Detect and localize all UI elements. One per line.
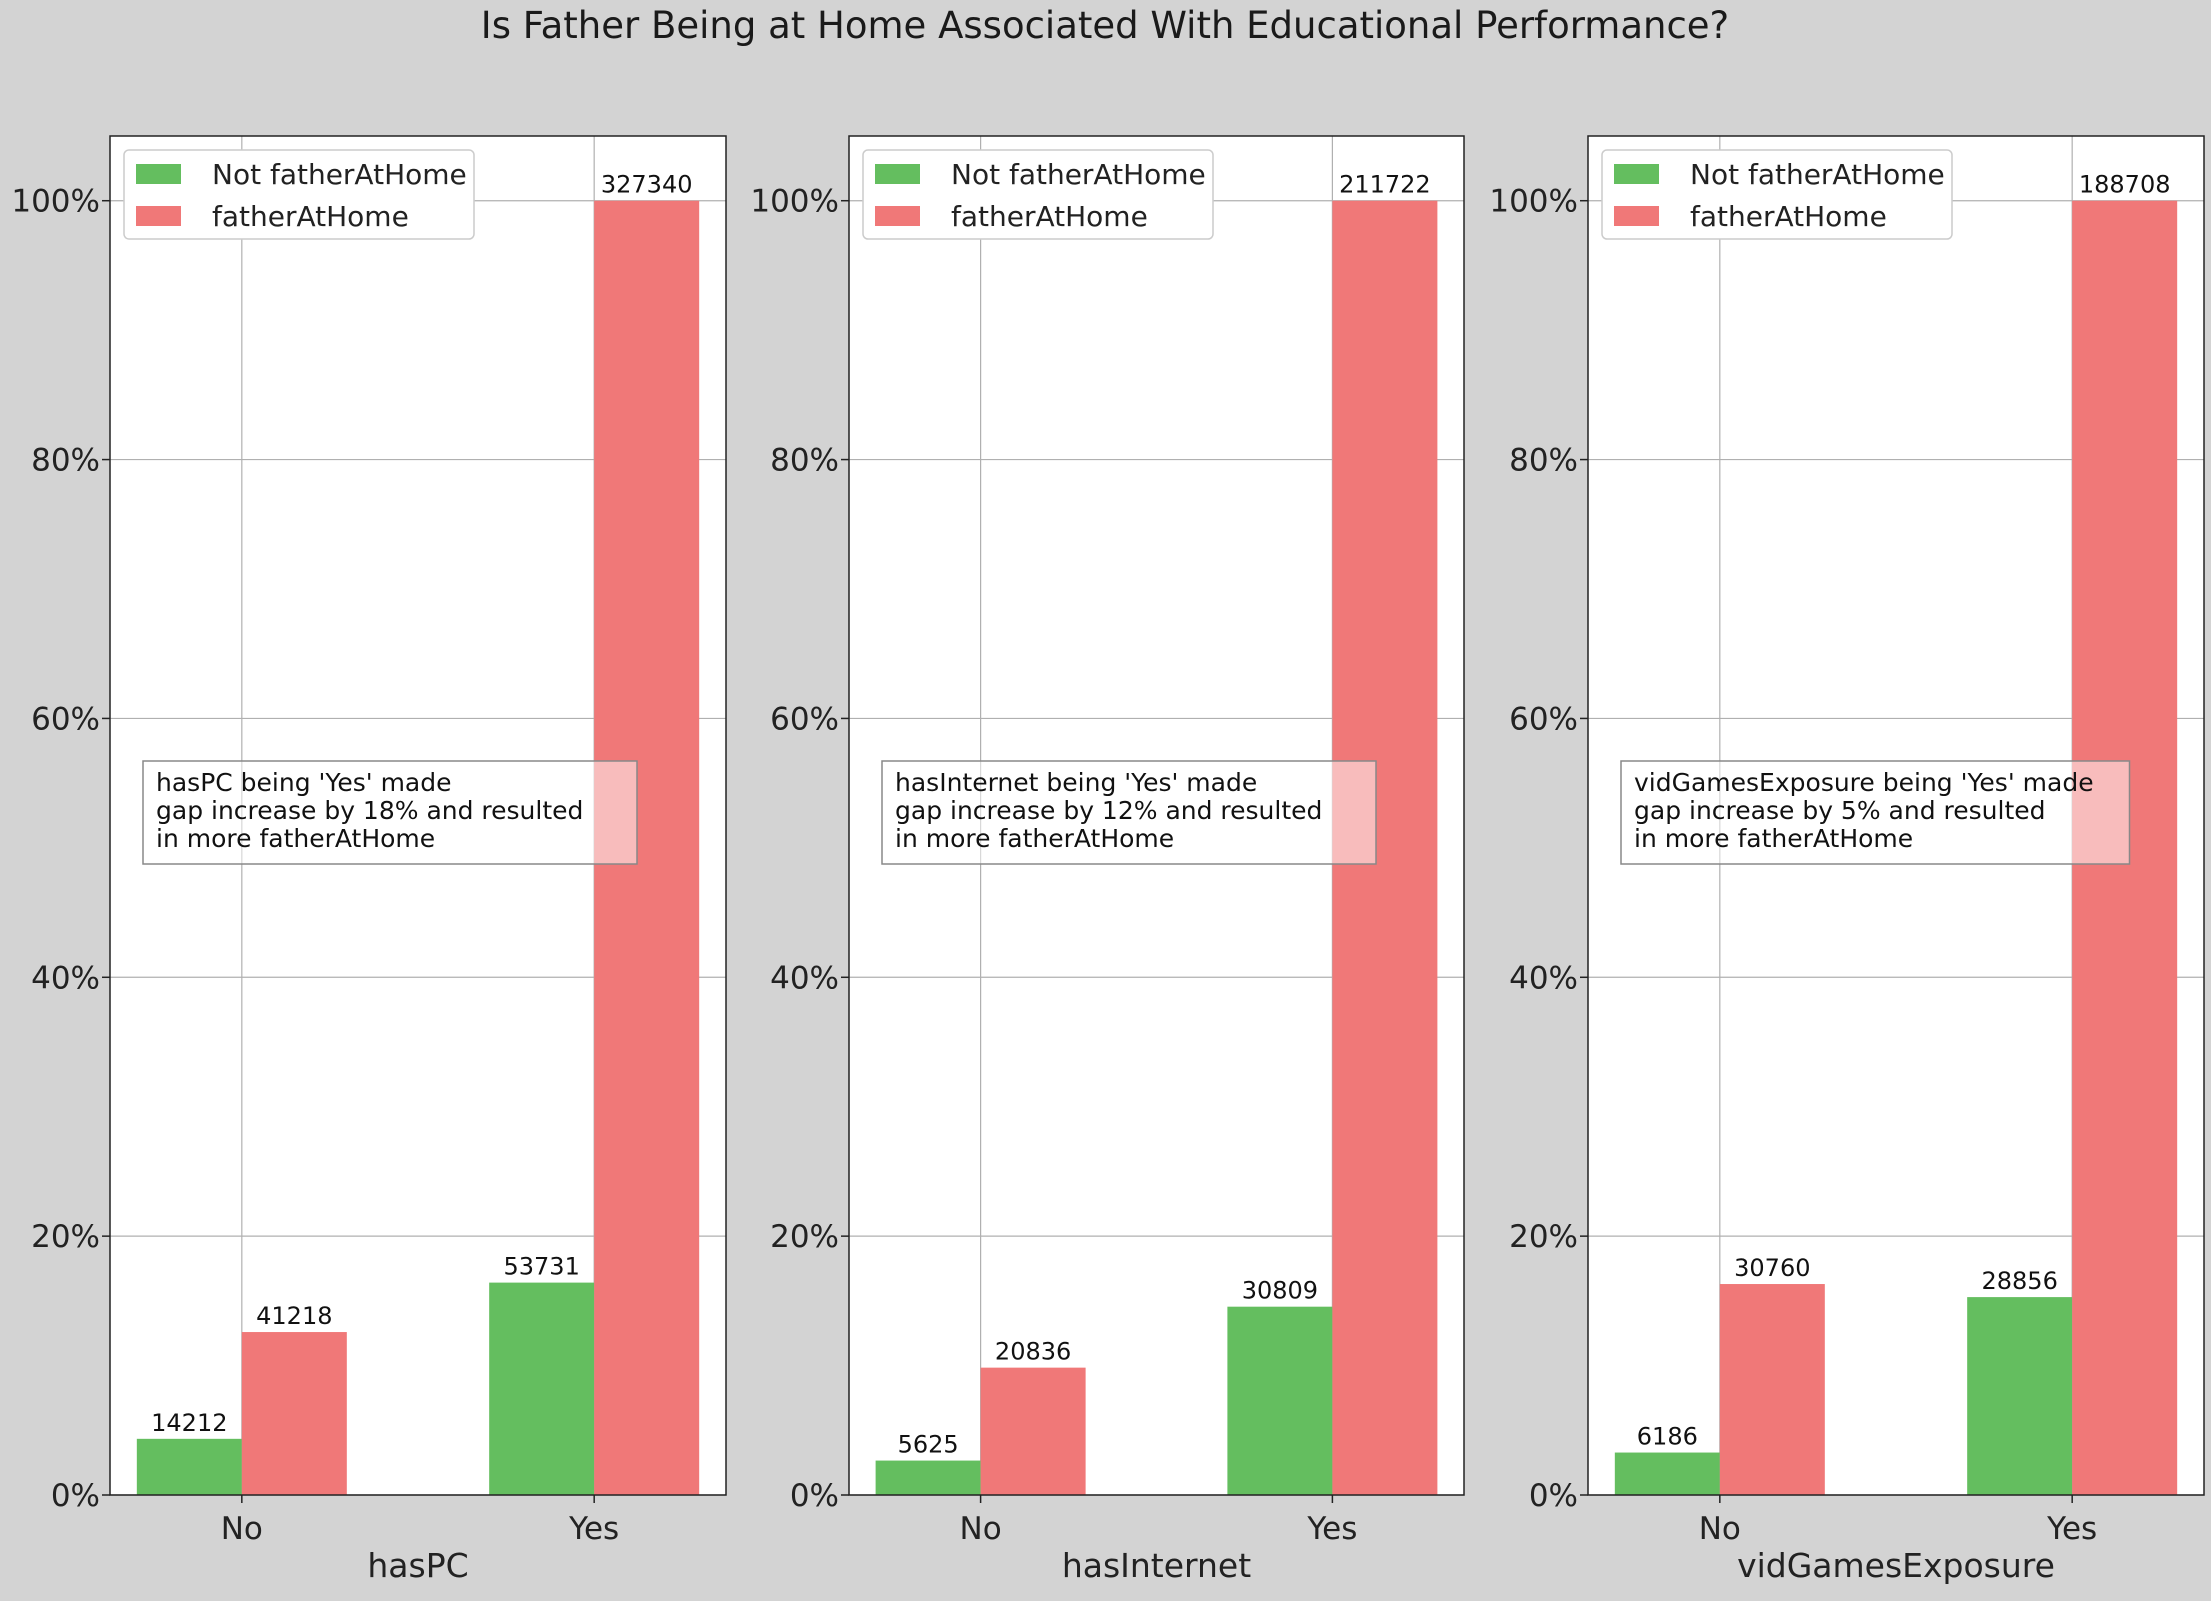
- bar-father-no: [1719, 1284, 1825, 1495]
- bar-not-father-yes: [1227, 1306, 1333, 1495]
- annotation-box: [142, 760, 638, 865]
- legend-label: Not fatherAtHome: [212, 158, 467, 191]
- bar-not-father-no: [875, 1460, 981, 1495]
- panel-3: 6186 28856 30760 188708 0% 20% 40% 60% 80% 100% No…: [1489, 135, 2205, 1585]
- legend-swatch-not-father: [1614, 164, 1659, 184]
- annotation-line: hasPC being 'Yes' made: [156, 768, 452, 797]
- bar-not-father-no: [1614, 1452, 1720, 1495]
- x-axis-label: hasInternet: [1062, 1546, 1251, 1585]
- legend-box: [1601, 149, 1953, 240]
- annotation-line: in more fatherAtHome: [156, 824, 435, 853]
- x-tick-label: No: [221, 1511, 263, 1547]
- bar-father-no: [980, 1367, 1086, 1495]
- legend-box: [862, 149, 1214, 240]
- annotation-line: gap increase by 12% and resulted: [895, 796, 1322, 825]
- y-tick-label: 20%: [770, 1219, 839, 1255]
- legend-label: fatherAtHome: [212, 200, 409, 233]
- annotation-box: [881, 760, 1377, 865]
- legend: Not fatherAtHome fatherAtHome: [862, 149, 1214, 240]
- legend-swatch-not-father: [136, 164, 181, 184]
- legend-swatch-father: [1614, 206, 1659, 226]
- annotation-line: gap increase by 5% and resulted: [1634, 796, 2046, 825]
- y-tick-label: 60%: [1509, 701, 1578, 737]
- bar-value-label: 6186: [1637, 1423, 1698, 1451]
- legend-label: Not fatherAtHome: [1690, 158, 1945, 191]
- y-tick-label: 40%: [1509, 960, 1578, 996]
- legend-swatch-father: [136, 206, 181, 226]
- legend: Not fatherAtHome fatherAtHome: [123, 149, 475, 240]
- annotation-line: vidGamesExposure being 'Yes' made: [1634, 768, 2094, 797]
- legend-swatch-not-father: [875, 164, 920, 184]
- annotation-line: gap increase by 18% and resulted: [156, 796, 583, 825]
- x-axis-label: hasPC: [367, 1546, 468, 1585]
- bar-value-label: 53731: [503, 1253, 579, 1281]
- annotation-line: in more fatherAtHome: [895, 824, 1174, 853]
- bar-father-no: [241, 1332, 347, 1495]
- y-tick-label: 40%: [31, 960, 100, 996]
- bar-not-father-yes: [489, 1282, 595, 1495]
- legend-box: [123, 149, 475, 240]
- bar-not-father-no: [136, 1438, 242, 1495]
- y-tick-label: 0%: [790, 1478, 839, 1514]
- axes-frame: [1587, 135, 2205, 1496]
- y-tick-label: 80%: [770, 443, 839, 479]
- x-tick-label: No: [960, 1511, 1002, 1547]
- y-tick-label: 80%: [1509, 443, 1578, 479]
- bar-value-label: 30809: [1242, 1277, 1318, 1305]
- figure-title: Is Father Being at Home Associated With …: [481, 4, 1729, 47]
- annotation-line: in more fatherAtHome: [1634, 824, 1913, 853]
- y-tick-label: 60%: [31, 701, 100, 737]
- axes-frame: [848, 135, 1465, 1496]
- x-tick-label: Yes: [1306, 1511, 1357, 1547]
- bar-value-label: 211722: [1339, 171, 1431, 199]
- y-tick-label: 60%: [770, 701, 839, 737]
- y-tick-label: 0%: [1529, 1478, 1578, 1514]
- x-tick-label: Yes: [2046, 1511, 2097, 1547]
- bar-value-label: 41218: [256, 1302, 332, 1330]
- legend-label: fatherAtHome: [1690, 200, 1887, 233]
- bar-not-father-yes: [1967, 1297, 2073, 1495]
- bar-value-label: 30760: [1734, 1254, 1810, 1282]
- x-tick-label: No: [1699, 1511, 1741, 1547]
- legend: Not fatherAtHome fatherAtHome: [1601, 149, 1953, 240]
- y-tick-label: 80%: [31, 443, 100, 479]
- bar-value-label: 28856: [1981, 1267, 2057, 1295]
- bar-value-label: 188708: [2079, 171, 2171, 199]
- x-axis-label: vidGamesExposure: [1737, 1546, 2055, 1585]
- bar-value-label: 20836: [995, 1338, 1071, 1366]
- axes-frame: [109, 135, 727, 1496]
- y-tick-label: 20%: [1509, 1219, 1578, 1255]
- y-tick-label: 100%: [11, 184, 100, 220]
- y-tick-label: 40%: [770, 960, 839, 996]
- annotation-box: [1620, 760, 2131, 865]
- legend-swatch-father: [875, 206, 920, 226]
- y-tick-label: 100%: [1489, 184, 1578, 220]
- legend-label: fatherAtHome: [951, 200, 1148, 233]
- panel-1: 14212 53731 41218 327340 0% 20% 40% 60% 80% 100% N…: [11, 135, 727, 1585]
- y-tick-label: 100%: [750, 184, 839, 220]
- panel-2: 5625 30809 20836 211722 0% 20% 40% 60% 80% 100% No…: [750, 135, 1465, 1585]
- legend-label: Not fatherAtHome: [951, 158, 1206, 191]
- y-tick-label: 0%: [51, 1478, 100, 1514]
- bar-value-label: 5625: [898, 1431, 959, 1459]
- x-tick-label: Yes: [568, 1511, 619, 1547]
- y-tick-label: 20%: [31, 1219, 100, 1255]
- bar-value-label: 14212: [151, 1409, 227, 1437]
- bar-value-label: 327340: [601, 171, 693, 199]
- annotation-line: hasInternet being 'Yes' made: [895, 768, 1257, 797]
